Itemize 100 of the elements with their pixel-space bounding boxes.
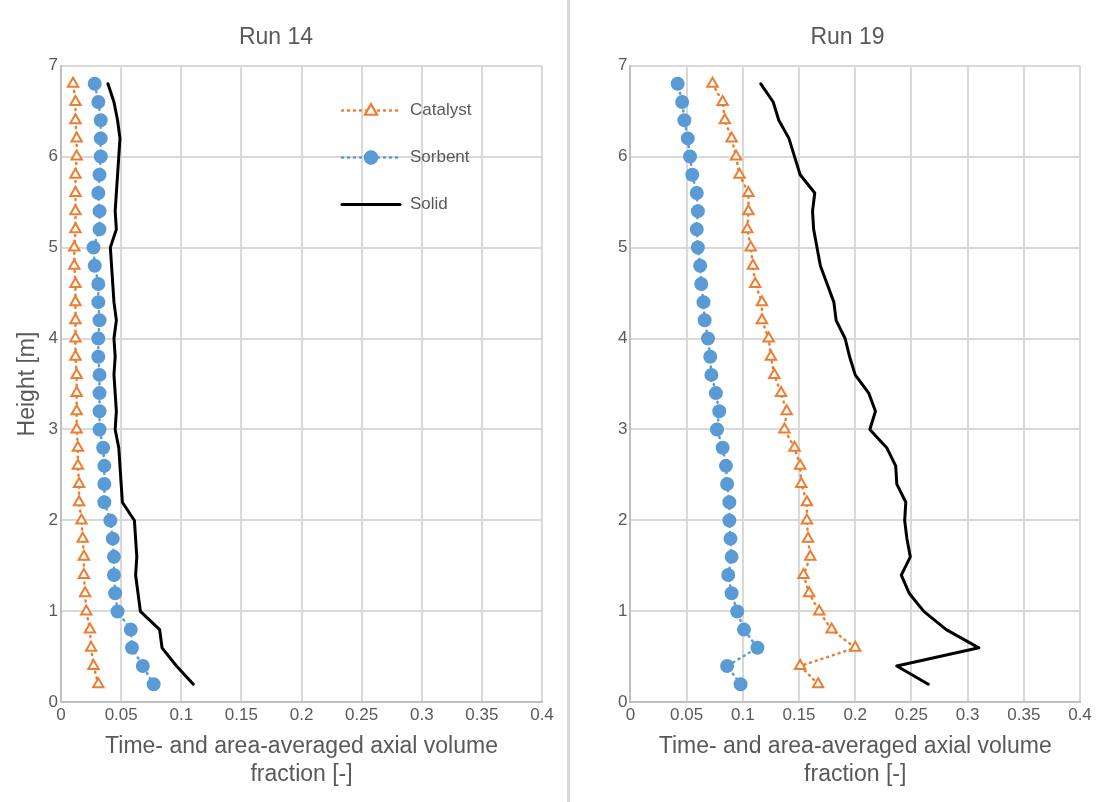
point xyxy=(677,113,692,128)
y-tick-label: 3 xyxy=(48,419,59,439)
point xyxy=(91,94,106,109)
point xyxy=(75,513,88,525)
point xyxy=(762,331,775,343)
point xyxy=(813,604,826,616)
point xyxy=(795,477,808,489)
point xyxy=(69,313,82,325)
point xyxy=(83,622,97,634)
legend-label: Sorbent xyxy=(410,147,470,167)
point xyxy=(736,622,751,637)
point xyxy=(697,313,712,328)
point xyxy=(97,495,112,510)
point xyxy=(733,167,746,179)
point xyxy=(91,276,106,291)
point xyxy=(755,313,769,325)
point xyxy=(93,131,108,146)
point xyxy=(722,513,737,528)
point xyxy=(703,349,718,364)
point xyxy=(146,677,161,692)
point xyxy=(793,458,807,470)
point xyxy=(801,531,815,543)
x-tick-label: 0.4 xyxy=(530,705,554,725)
y-axis-title: Height [m] xyxy=(13,331,40,437)
point xyxy=(709,422,724,437)
point xyxy=(722,495,737,510)
point xyxy=(706,76,719,88)
point xyxy=(103,513,118,528)
point xyxy=(70,386,83,398)
point xyxy=(723,531,738,546)
point xyxy=(92,367,107,382)
point xyxy=(91,295,106,310)
point xyxy=(92,404,107,419)
point xyxy=(108,586,123,601)
point xyxy=(720,477,735,492)
y-tick-label: 1 xyxy=(48,601,59,621)
point xyxy=(70,422,83,434)
point xyxy=(69,185,82,197)
point xyxy=(825,622,838,634)
point xyxy=(70,149,83,161)
legend-label: Catalyst xyxy=(410,100,472,120)
point xyxy=(800,513,814,525)
point xyxy=(729,149,743,161)
point xyxy=(746,258,760,270)
point xyxy=(701,331,715,346)
point xyxy=(92,167,107,182)
point xyxy=(84,640,98,652)
point xyxy=(92,204,107,219)
point xyxy=(96,440,111,455)
point xyxy=(696,295,711,310)
point xyxy=(680,131,695,146)
x-tick-label: 0.35 xyxy=(1007,705,1041,725)
point xyxy=(744,240,757,252)
y-tick-label: 4 xyxy=(48,328,59,348)
point xyxy=(755,295,769,307)
point xyxy=(685,167,700,182)
point xyxy=(689,185,704,200)
y-tick-label: 7 xyxy=(617,55,628,75)
x-tick-label: 0.15 xyxy=(782,705,816,725)
point xyxy=(97,477,112,492)
point xyxy=(797,568,810,580)
y-tick-label: 5 xyxy=(617,237,628,257)
point xyxy=(774,386,788,398)
point xyxy=(93,113,108,128)
point xyxy=(788,440,801,452)
point xyxy=(92,386,107,401)
x-tick-label: 0.2 xyxy=(289,705,314,725)
x-tick-label: 0.4 xyxy=(1068,705,1092,725)
point xyxy=(110,604,125,619)
legend-label: Solid xyxy=(410,194,448,214)
x-tick-label: 0.25 xyxy=(894,705,928,725)
point xyxy=(69,94,82,106)
x-tick-label: 0.05 xyxy=(104,705,138,725)
y-tick-label: 2 xyxy=(48,510,59,530)
y-tick-label: 1 xyxy=(617,601,628,621)
point xyxy=(730,604,745,619)
point xyxy=(87,258,102,273)
point xyxy=(716,94,729,106)
point xyxy=(105,531,120,546)
point xyxy=(92,677,105,689)
point xyxy=(72,495,86,507)
point xyxy=(69,113,82,125)
point xyxy=(76,531,89,543)
point xyxy=(690,240,705,255)
point xyxy=(690,204,705,219)
point xyxy=(708,386,723,401)
point xyxy=(78,586,92,598)
point xyxy=(77,549,91,561)
point xyxy=(778,422,791,434)
x-tick-label: 0.1 xyxy=(169,705,194,725)
x-tick-label: 0.3 xyxy=(409,705,434,725)
x-tick-label: 0.35 xyxy=(465,705,499,725)
point xyxy=(764,349,778,361)
chart-title: Run 14 xyxy=(238,23,314,50)
point xyxy=(80,604,93,616)
point xyxy=(92,422,107,437)
x-tick-label: 0.2 xyxy=(843,705,868,725)
point xyxy=(721,568,736,583)
point xyxy=(675,94,690,109)
point xyxy=(715,440,730,455)
